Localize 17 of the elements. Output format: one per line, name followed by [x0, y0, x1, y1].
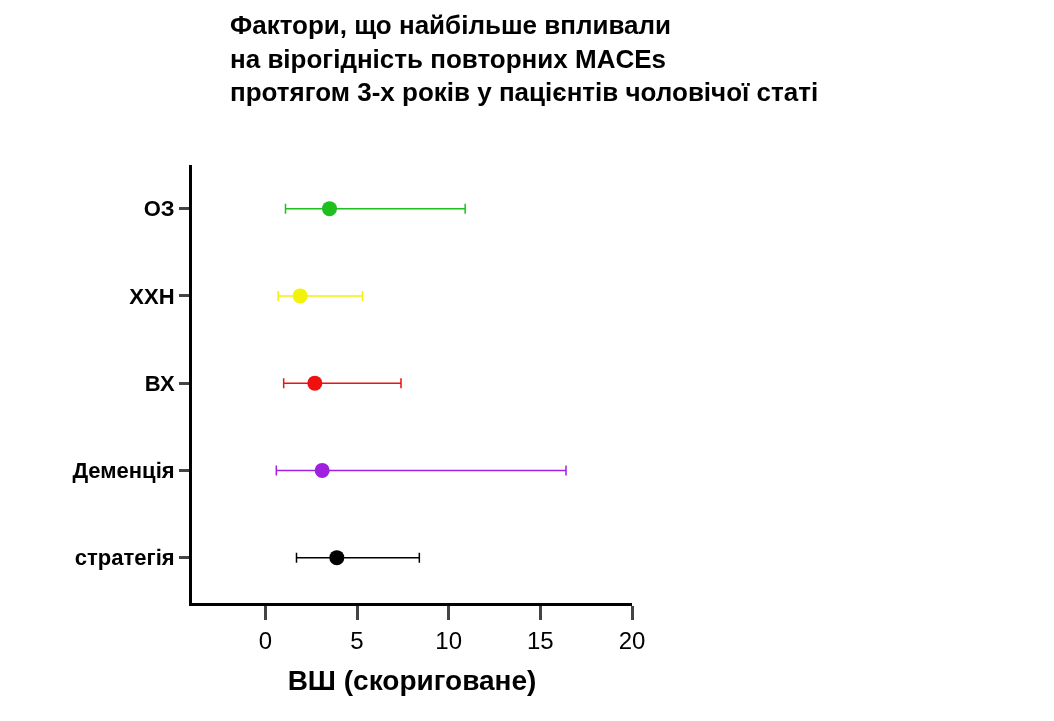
y-tick-label: Деменція [72, 458, 175, 484]
x-tick-label: 10 [435, 626, 463, 654]
x-tick-label: 0 [258, 626, 273, 654]
x-tick-label: 20 [618, 626, 646, 654]
y-tick-label: ВХ [144, 370, 175, 396]
y-tick-label: стратегія [74, 545, 175, 571]
x-axis-title: ВШ (скориговане) [287, 664, 537, 696]
point [329, 550, 345, 566]
y-tick-label: ХХН [129, 283, 175, 309]
point [307, 375, 323, 391]
point [314, 462, 330, 478]
x-tick-label: 5 [350, 626, 364, 654]
point [292, 288, 308, 304]
y-tick-label: ОЗ [143, 196, 175, 222]
x-tick-label: 15 [526, 626, 554, 654]
chart-title: Фактори, що найбільше впливали на вірогідність повторних MACEs протягом 3-х років у пацієнтів чоловічої статі [230, 9, 819, 108]
point [322, 201, 337, 217]
